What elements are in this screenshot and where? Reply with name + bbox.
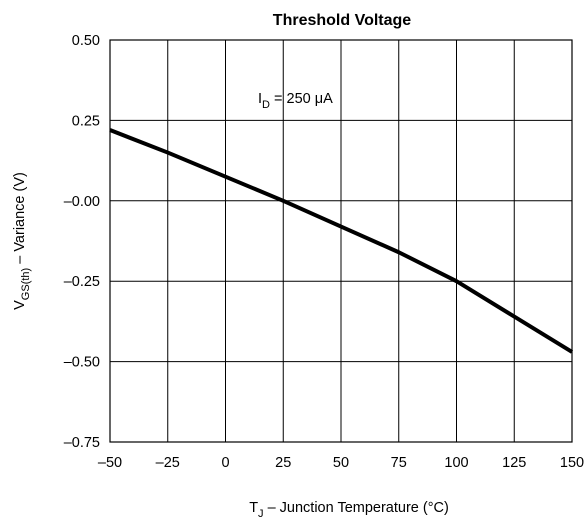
x-tick-label: 100 xyxy=(444,455,468,471)
annotation: ID = 250 μA xyxy=(258,91,333,111)
y-tick-label: –0.00 xyxy=(64,194,100,210)
x-tick-label: 50 xyxy=(333,455,349,471)
series-group xyxy=(109,128,574,354)
x-axis-label: TJ – Junction Temperature (°C) xyxy=(249,500,449,520)
plot-frame xyxy=(109,39,573,443)
x-tick-label: 75 xyxy=(391,455,407,471)
y-axis-label: VGS(th) – Variance (V) xyxy=(12,172,32,310)
y-tick-label: –0.75 xyxy=(64,435,100,451)
grid xyxy=(109,39,573,443)
y-axis-label-rest: – Variance (V) xyxy=(12,172,28,268)
x-axis-label-rest: – Junction Temperature (°C) xyxy=(264,500,449,516)
x-tick-label: –25 xyxy=(156,455,180,471)
annotation-rest: = 250 μA xyxy=(270,91,333,107)
x-tick-label: 25 xyxy=(275,455,291,471)
y-axis-label-sub: GS(th) xyxy=(20,268,32,300)
x-tick-label: 0 xyxy=(221,455,229,471)
x-tick-label: 150 xyxy=(560,455,584,471)
y-axis-label-main: V xyxy=(12,300,28,310)
x-tick-label: –50 xyxy=(98,455,122,471)
annotation-main: I xyxy=(258,91,262,107)
y-tick-label: –0.25 xyxy=(64,274,100,290)
x-tick-label: 125 xyxy=(502,455,526,471)
x-axis-label-main: T xyxy=(249,500,258,516)
y-tick-labels: 0.50 0.25 –0.00 –0.25 –0.50 –0.75 xyxy=(64,33,100,451)
x-axis-label-sub: J xyxy=(258,508,264,520)
y-tick-label: 0.50 xyxy=(72,33,100,49)
y-tick-label: –0.50 xyxy=(64,355,100,371)
chart-title: Threshold Voltage xyxy=(273,12,411,29)
y-tick-label: 0.25 xyxy=(72,113,100,129)
series-line xyxy=(109,128,574,354)
annotation-sub: D xyxy=(262,99,270,111)
x-tick-labels: –50 –25 0 25 50 75 100 125 150 xyxy=(98,455,584,471)
